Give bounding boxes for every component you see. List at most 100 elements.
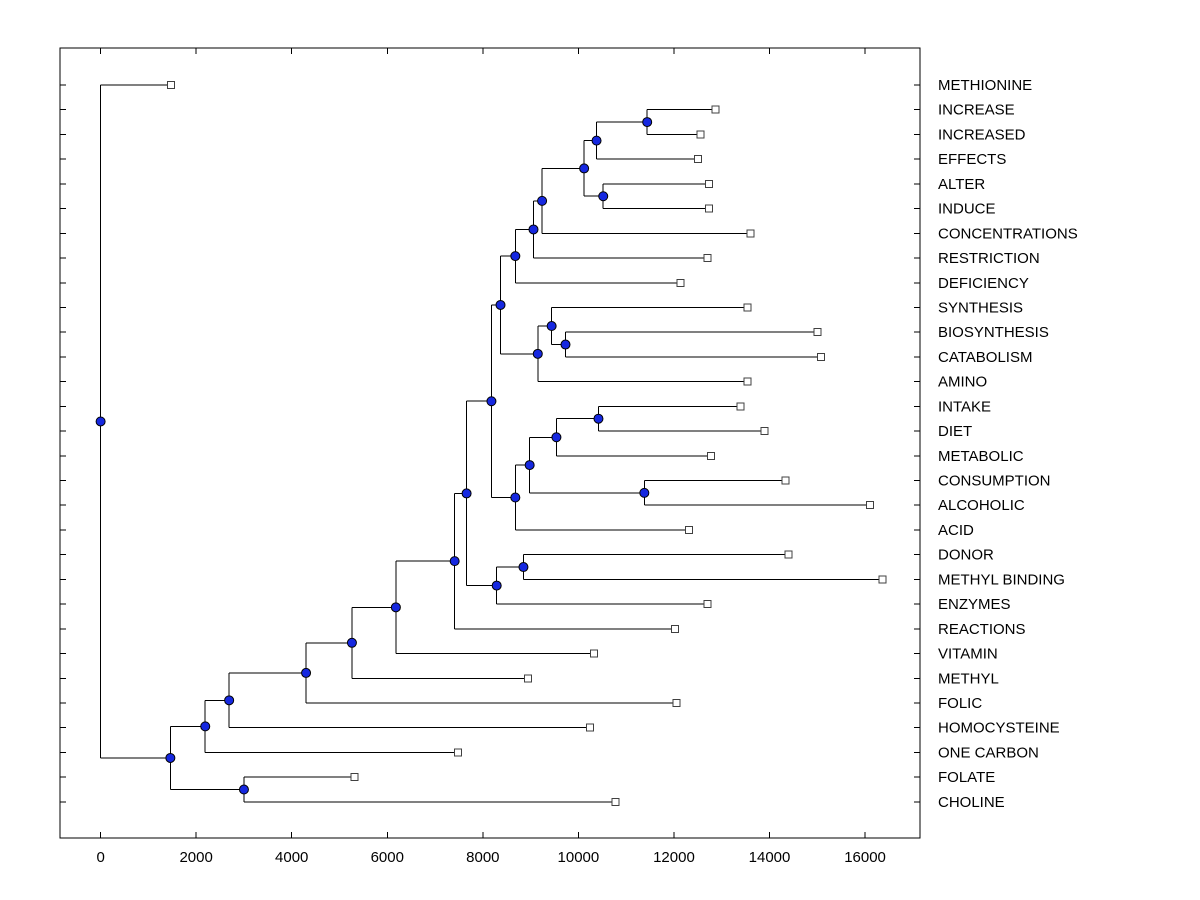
x-tick-label: 8000 [466, 849, 499, 866]
leaf-label: METHIONINE [938, 77, 1032, 94]
leaf-label: ACID [938, 522, 974, 539]
internal-node-marker[interactable] [579, 163, 590, 174]
leaf-label: ALTER [938, 176, 985, 193]
internal-node-marker[interactable] [346, 637, 357, 648]
internal-node-marker[interactable] [165, 752, 176, 763]
leaf-marker[interactable] [166, 81, 175, 89]
internal-node-marker[interactable] [461, 488, 472, 499]
internal-node-marker[interactable] [449, 556, 460, 567]
leaf-marker[interactable] [696, 130, 705, 139]
leaf-label: SYNTHESIS [938, 299, 1023, 316]
x-tick-label: 16000 [844, 849, 886, 866]
leaf-label: FOLIC [938, 695, 982, 712]
leaf-label: CONCENTRATIONS [938, 225, 1078, 242]
internal-node-marker[interactable] [524, 460, 535, 471]
leaf-marker[interactable] [703, 600, 712, 609]
leaf-marker[interactable] [672, 699, 681, 707]
leaf-label: VITAMIN [938, 646, 998, 663]
leaf-marker[interactable] [684, 525, 693, 534]
x-tick-label: 4000 [275, 849, 308, 866]
internal-node-marker[interactable] [301, 667, 312, 678]
leaf-label: ENZYMES [938, 596, 1011, 613]
leaf-marker[interactable] [743, 303, 752, 312]
leaf-marker[interactable] [746, 229, 755, 238]
internal-node-marker[interactable] [491, 580, 502, 591]
leaf-marker[interactable] [707, 451, 716, 460]
plot-box [59, 47, 921, 839]
leaf-marker[interactable] [704, 179, 713, 188]
internal-node-marker[interactable] [642, 117, 653, 128]
leaf-marker[interactable] [670, 624, 679, 633]
leaf-label: METHYL [938, 670, 999, 687]
internal-node-marker[interactable] [528, 224, 539, 235]
tree-markers [95, 81, 887, 806]
x-tick-label: 6000 [371, 849, 404, 866]
leaf-label: CATABOLISM [938, 349, 1032, 366]
leaf-label: METHYL BINDING [938, 571, 1065, 588]
internal-node-marker[interactable] [532, 348, 543, 359]
leaf-label: INDUCE [938, 201, 996, 218]
leaf-marker[interactable] [704, 204, 713, 213]
leaf-marker[interactable] [703, 254, 712, 263]
internal-node-marker[interactable] [546, 321, 557, 332]
leaf-label: RESTRICTION [938, 250, 1040, 267]
leaf-marker[interactable] [878, 575, 887, 584]
internal-node-marker[interactable] [593, 413, 604, 424]
leaf-label: DIET [938, 423, 972, 440]
leaf-label: CHOLINE [938, 794, 1005, 811]
leaf-marker[interactable] [711, 105, 720, 114]
leaf-marker[interactable] [611, 797, 620, 806]
internal-node-marker[interactable] [518, 562, 529, 573]
internal-node-marker[interactable] [224, 695, 235, 706]
internal-node-marker[interactable] [486, 396, 497, 407]
internal-node-marker[interactable] [200, 721, 211, 732]
leaf-marker[interactable] [350, 773, 359, 782]
leaf-label: BIOSYNTHESIS [938, 324, 1049, 341]
internal-node-marker[interactable] [598, 191, 609, 202]
leaf-label: AMINO [938, 374, 987, 391]
internal-node-marker[interactable] [537, 195, 548, 206]
leaf-marker[interactable] [693, 155, 702, 164]
leaf-marker[interactable] [453, 748, 462, 757]
leaf-marker[interactable] [585, 723, 594, 732]
internal-node-marker[interactable] [95, 416, 106, 427]
internal-node-marker[interactable] [510, 492, 521, 503]
leaf-label: DEFICIENCY [938, 275, 1029, 292]
leaf-marker[interactable] [813, 328, 822, 337]
internal-node-marker[interactable] [495, 299, 506, 310]
leaf-marker[interactable] [760, 427, 769, 436]
x-tick-label: 0 [96, 849, 104, 866]
internal-node-marker[interactable] [510, 251, 521, 262]
leaf-label: CONSUMPTION [938, 473, 1051, 490]
internal-node-marker[interactable] [560, 339, 571, 350]
internal-node-marker[interactable] [238, 784, 249, 795]
leaf-marker[interactable] [817, 352, 826, 361]
leaf-label: ONE CARBON [938, 744, 1039, 761]
internal-node-marker[interactable] [639, 487, 650, 498]
leaf-label: INCREASED [938, 126, 1026, 143]
leaf-marker[interactable] [590, 649, 599, 658]
leaf-label: ALCOHOLIC [938, 497, 1025, 514]
axes [59, 47, 921, 839]
leaf-label: REACTIONS [938, 621, 1026, 638]
leaf-label: EFFECTS [938, 151, 1006, 168]
x-tick-label: 12000 [653, 849, 695, 866]
tree-branches [100, 84, 883, 803]
leaf-marker[interactable] [784, 550, 793, 559]
leaf-marker[interactable] [676, 278, 685, 287]
leaf-marker[interactable] [781, 476, 790, 485]
leaf-marker[interactable] [865, 501, 874, 510]
x-tick-label: 2000 [179, 849, 212, 866]
leaf-marker[interactable] [524, 674, 533, 683]
leaf-marker[interactable] [736, 402, 745, 411]
x-tick-label: 10000 [558, 849, 600, 866]
internal-node-marker[interactable] [551, 432, 562, 443]
plot-text: 0 2000 4000 6000 8000 10000 12000 14000 16000 MET… [96, 77, 1077, 866]
internal-node-marker[interactable] [591, 135, 602, 146]
internal-node-marker[interactable] [390, 602, 401, 613]
leaf-label: METABOLIC [938, 448, 1024, 465]
leaf-marker[interactable] [743, 377, 752, 386]
leaf-label: FOLATE [938, 769, 995, 786]
